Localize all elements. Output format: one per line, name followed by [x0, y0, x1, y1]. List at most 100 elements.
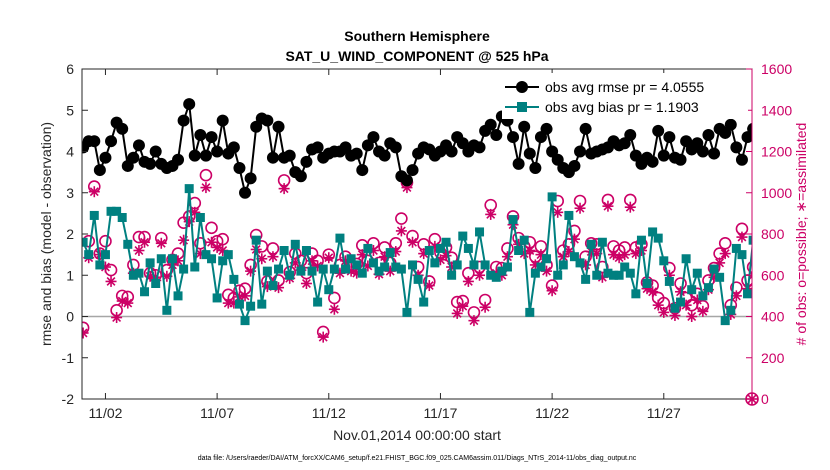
bias-point	[117, 213, 127, 222]
y-right-tick-label: 800	[761, 226, 785, 242]
rmse-point	[490, 129, 503, 141]
rmse-point	[266, 151, 279, 164]
rmse-point	[105, 135, 118, 148]
x-tick-label: 11/07	[200, 405, 234, 421]
rmse-point	[523, 147, 536, 160]
legend-box	[502, 73, 748, 119]
assimilated-obs-stroke	[463, 276, 473, 286]
rmse-point	[216, 114, 229, 127]
rmse-point	[663, 131, 676, 144]
bias-point	[771, 293, 780, 302]
assimilated-obs-marker	[736, 231, 748, 243]
assimilated-obs-marker	[776, 292, 787, 303]
bias-point	[89, 210, 99, 220]
bias-point	[240, 316, 250, 326]
bias-point	[324, 285, 334, 295]
possible-obs-marker	[199, 168, 213, 182]
assimilated-obs-stroke	[100, 262, 110, 272]
bias-point	[614, 270, 624, 280]
bias-point	[257, 299, 267, 309]
rmse-point	[239, 186, 252, 199]
bias-point	[698, 291, 708, 301]
rmse-point	[568, 159, 581, 172]
bias-point	[307, 266, 317, 276]
assimilated-obs-marker	[88, 186, 100, 198]
assimilated-obs-marker	[82, 327, 89, 339]
rmse-point	[696, 145, 709, 158]
assimilated-obs-stroke	[536, 250, 546, 260]
assimilated-obs-stroke	[458, 301, 468, 311]
rmse-point	[272, 120, 285, 133]
assimilated-obs-marker	[457, 300, 469, 312]
bias-point	[475, 227, 485, 237]
bias-point	[676, 297, 686, 307]
bias-point	[123, 239, 133, 249]
assimilated-obs-stroke	[218, 246, 228, 255]
y-tick-label: 3	[66, 185, 74, 201]
assimilated-obs-marker	[139, 236, 151, 248]
bias-point	[664, 276, 674, 286]
bias-point	[179, 264, 189, 274]
x-tick-label: 11/02	[88, 405, 122, 421]
bias-point	[156, 254, 166, 264]
assimilated-obs-marker	[462, 275, 474, 287]
assimilated-obs-stroke	[268, 252, 278, 262]
bias-point	[184, 184, 194, 194]
assimilated-obs-marker	[719, 248, 731, 260]
rmse-point	[735, 153, 748, 166]
bias-point	[285, 270, 295, 280]
bias-point	[212, 293, 222, 303]
rmse-point	[367, 131, 380, 144]
y-right-tick-label: 1600	[761, 61, 792, 77]
bias-point	[112, 206, 122, 216]
rmse-point	[652, 124, 665, 137]
bias-point	[357, 268, 367, 278]
bias-point	[151, 279, 161, 288]
bias-point	[100, 250, 110, 260]
possible-obs-marker	[99, 234, 112, 248]
rmse-point	[730, 141, 743, 154]
assimilated-obs-stroke	[240, 291, 250, 301]
y-tick-label: 1	[66, 267, 74, 283]
assimilated-obs-marker	[485, 208, 497, 220]
y-tick-label: 6	[66, 61, 74, 77]
bias-point	[318, 264, 328, 274]
data-file-footnote: data file: /Users/raeder/DAI/ATM_forcXX/…	[198, 455, 637, 462]
possible-obs-marker	[746, 260, 752, 274]
bias-point	[82, 237, 88, 247]
y-right-tick-label: 600	[761, 267, 785, 283]
assimilated-obs-marker	[183, 216, 195, 228]
rmse-point	[579, 122, 592, 135]
assimilated-obs-stroke	[112, 313, 122, 322]
y-right-tick-label: 1200	[761, 144, 792, 160]
rmse-point	[183, 98, 196, 111]
assimilated-obs-marker	[200, 182, 212, 194]
assimilated-obs-stroke	[396, 226, 406, 236]
assimilated-obs-stroke	[329, 304, 339, 314]
assimilated-obs-stroke	[82, 328, 88, 336]
bias-point	[553, 270, 563, 280]
assimilated-obs-stroke	[731, 291, 741, 301]
legend: obs avg rmse pr = 4.0555 obs avg bias pr…	[502, 73, 748, 119]
y-tick-label: -2	[62, 391, 75, 407]
bias-point	[374, 266, 384, 276]
rmse-point	[674, 153, 687, 166]
bias-point	[268, 281, 278, 291]
right-axis-zero-star-stroke	[747, 394, 757, 404]
bias-point	[218, 256, 228, 266]
possible-obs-marker	[759, 255, 770, 266]
assimilated-obs-stroke	[156, 238, 166, 248]
assimilated-obs-stroke	[530, 260, 540, 270]
assimilated-obs-stroke	[603, 201, 613, 211]
bias-point	[435, 243, 445, 253]
bias-point	[313, 297, 323, 307]
y-tick-label: 4	[66, 144, 74, 160]
assimilated-obs-stroke	[324, 253, 334, 263]
assimilated-obs-stroke	[659, 307, 669, 317]
rmse-point	[188, 149, 201, 162]
rmse-point	[512, 157, 525, 170]
bias-point	[134, 268, 144, 278]
assimilated-obs-marker	[178, 234, 190, 246]
assimilated-obs-stroke	[123, 298, 133, 308]
bias-point	[290, 239, 300, 249]
